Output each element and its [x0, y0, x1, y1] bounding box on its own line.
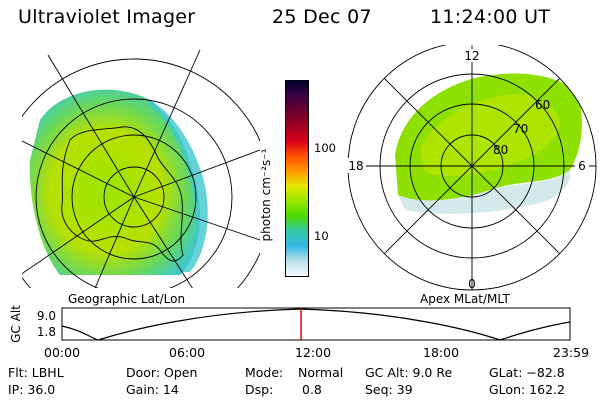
colorbar-gradient: [286, 81, 308, 276]
colorbar-tick-10: 10: [314, 229, 329, 243]
magnetic-polar-panel: 12 18 6 0 60 70 80: [346, 45, 597, 291]
seq-info: Seq: 39: [365, 382, 413, 397]
time-tick-2359: 23:59: [553, 345, 590, 360]
colorbar-unit-label: photon cm⁻²s⁻¹: [259, 148, 273, 242]
colorbar: [285, 80, 309, 277]
altitude-tick-9: 9.0: [37, 309, 56, 323]
mag-polar-grid: [347, 45, 597, 291]
mlt-label-6: 6: [578, 159, 586, 173]
colorbar-tick-100: 100: [314, 141, 336, 155]
geo-panel-label: Geographic Lat/Lon: [68, 292, 186, 306]
time-tick-0000: 00:00: [44, 345, 81, 360]
mlt-label-12: 12: [464, 49, 479, 63]
geo-aurora-emission: [29, 89, 200, 275]
time-tick-1200: 12:00: [295, 345, 332, 360]
ip-info: IP: 36.0: [8, 382, 56, 397]
mag-panel-label: Apex MLat/MLT: [420, 292, 510, 306]
altitude-ylabel: GC Alt: [9, 305, 23, 343]
time-tick-1800: 18:00: [423, 345, 460, 360]
time-tick-0600: 06:00: [169, 345, 206, 360]
door-info: Door: Open: [126, 365, 198, 380]
gc-alt-info: GC Alt: 9.0 Re: [365, 365, 453, 380]
geographic-map-panel: [22, 49, 260, 288]
geo-aurora-fringe: [150, 100, 208, 272]
mlat-label-60: 60: [535, 98, 550, 112]
mlt-label-18: 18: [348, 159, 363, 173]
mlat-label-70: 70: [513, 122, 528, 136]
date-label: 25 Dec 07: [272, 6, 372, 28]
glat-info: GLat: −82.8: [489, 365, 565, 380]
mode-label: Mode:: [245, 365, 284, 380]
altitude-timeline-plot: 9.0 1.8 GC Alt: [9, 305, 571, 343]
mag-aurora-core: [420, 94, 560, 176]
mag-aurora-fringe: [398, 170, 571, 214]
geo-graticule: [22, 49, 260, 288]
mlt-label-0: 0: [468, 277, 476, 291]
altitude-tick-1.8: 1.8: [37, 325, 56, 339]
dsp-value: 0.8: [302, 382, 322, 397]
filter-info: Flt: LBHL: [8, 365, 64, 380]
dsp-label: Dsp:: [245, 382, 274, 397]
mode-value: Normal: [298, 365, 344, 380]
altitude-plot-frame: [61, 307, 571, 341]
altitude-curve: [61, 308, 571, 341]
time-label: 11:24:00 UT: [430, 6, 551, 28]
mlat-label-80: 80: [493, 143, 508, 157]
glon-info: GLon: 162.2: [489, 382, 565, 397]
gain-info: Gain: 14: [126, 382, 179, 397]
instrument-title: Ultraviolet Imager: [18, 6, 196, 28]
